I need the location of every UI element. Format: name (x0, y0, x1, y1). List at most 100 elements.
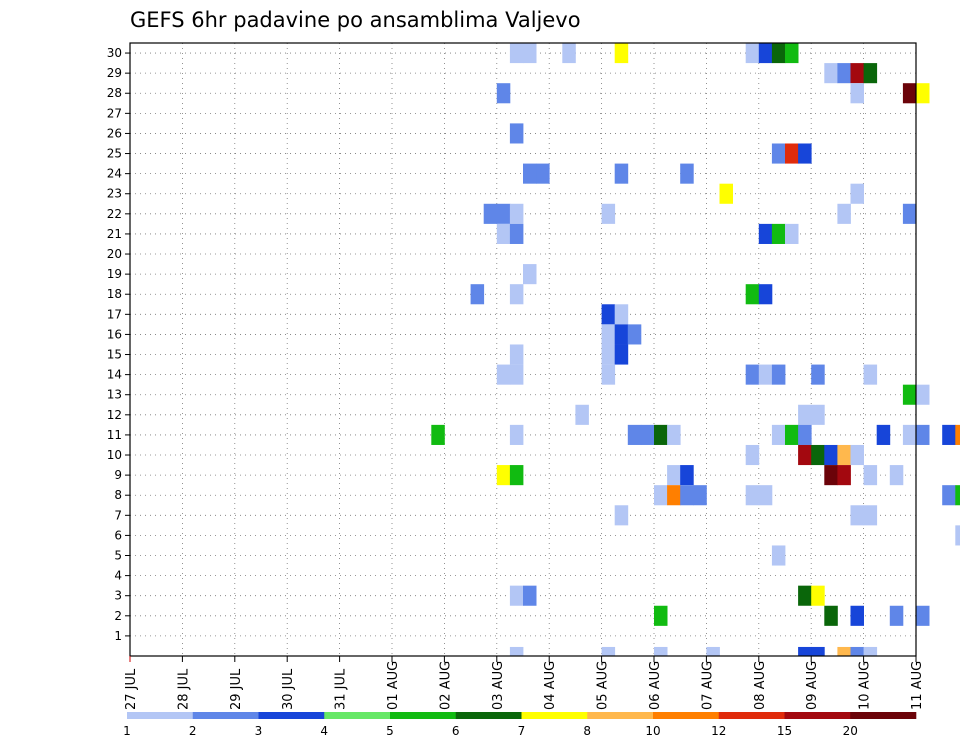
colorbar-swatch (390, 712, 457, 719)
y-tick-label: 30 (107, 46, 122, 60)
y-tick-label: 19 (107, 267, 122, 281)
x-tick-label: 01 AUG (386, 661, 401, 710)
heatmap-cell (614, 163, 629, 184)
heatmap-cell (496, 203, 511, 224)
heatmap-cell (745, 485, 760, 506)
heatmap-cell (667, 465, 681, 486)
heatmap-cell (509, 424, 524, 445)
heatmap-cell (483, 203, 498, 224)
heatmap-cell (850, 63, 864, 84)
y-tick-label: 2 (114, 609, 122, 623)
heatmap-cell (601, 304, 616, 325)
colorbar: 1 2 3 4 5 6 7 8 10 12 15 20 (123, 712, 917, 738)
heatmap-cell (706, 646, 720, 656)
y-tick-label: 6 (114, 528, 122, 542)
plot-frame (129, 42, 917, 657)
heatmap-cell (745, 284, 760, 305)
x-tick-label: 08 AUG (753, 661, 768, 710)
heatmap-cell (758, 364, 773, 385)
y-tick-label: 26 (107, 126, 122, 140)
heatmap-cell (837, 646, 851, 656)
heatmap-cell (614, 43, 629, 64)
heatmap-cell (523, 163, 537, 184)
x-tick-label: 27 JUL (124, 668, 139, 710)
colorbar-label: 6 (452, 724, 460, 738)
colorbar-swatch (850, 712, 917, 719)
heatmap-cell (680, 485, 694, 506)
heatmap-cell (824, 465, 838, 486)
colorbar-label: 7 (518, 724, 526, 738)
heatmap-cell (798, 444, 812, 466)
heatmap-cell (863, 505, 878, 526)
heatmap-cell (496, 83, 511, 104)
heatmap-cell (509, 284, 524, 305)
heatmap-cell (509, 585, 524, 606)
y-tick-label: 21 (107, 227, 122, 241)
heatmap-cell (601, 203, 616, 224)
colorbar-label: 12 (711, 724, 726, 738)
heatmap-cell (496, 465, 511, 486)
heatmap-cell (811, 364, 825, 385)
heatmap-cell (955, 424, 960, 445)
heatmap-cell (798, 424, 812, 445)
heatmap-cell (942, 424, 956, 445)
x-tick-label: 29 JUL (229, 668, 244, 710)
heatmap-cell (955, 525, 960, 546)
y-tick-label: 18 (107, 287, 122, 301)
y-tick-label: 10 (107, 448, 122, 462)
heatmap-cell (509, 223, 524, 244)
heatmap-cell (771, 143, 786, 164)
y-tick-label: 5 (114, 549, 122, 563)
heatmap-cell (771, 364, 786, 385)
heatmap-cell (850, 605, 864, 626)
heatmap-cell (942, 485, 956, 506)
heatmap-cell (509, 364, 524, 385)
y-tick-label: 1 (114, 629, 122, 643)
heatmap-cell (601, 364, 616, 385)
x-axis: 27 JUL 28 JUL 29 JUL 30 JUL 31 JUL 01 AUG 02 A… (124, 656, 925, 710)
heatmap-cell (863, 465, 878, 486)
heatmap-cell (863, 63, 878, 84)
x-tick-label: 04 AUG (543, 661, 558, 710)
heatmap-cell (509, 203, 524, 224)
heatmap-cell (431, 424, 445, 445)
colorbar-swatch (258, 712, 325, 719)
x-tick-label: 31 JUL (334, 668, 349, 710)
heatmap-cell (824, 63, 838, 84)
heatmap-cell (824, 605, 838, 626)
colorbar-swatch (192, 712, 259, 719)
heatmap-cell (640, 424, 655, 445)
y-tick-label: 11 (107, 428, 122, 442)
heatmap-cell (798, 404, 812, 425)
heatmap-cell (902, 424, 917, 445)
colorbar-label: 10 (645, 724, 660, 738)
heatmap-cell (824, 444, 838, 466)
heatmap-cell (654, 646, 668, 656)
heatmap-cell (850, 83, 864, 104)
heatmap-cell (850, 505, 864, 526)
colorbar-swatch (127, 712, 194, 719)
heatmap-cell (771, 223, 786, 244)
colorbar-swatch (324, 712, 391, 719)
heatmap-cell (955, 485, 960, 506)
heatmap-cell (614, 344, 629, 365)
colorbar-label: 1 (123, 724, 131, 738)
y-axis: 1234567891011121314151617181920212223242… (107, 46, 130, 643)
heatmap-cell (798, 143, 812, 164)
colorbar-swatch (653, 712, 720, 719)
colorbar-label: 4 (320, 724, 328, 738)
heatmap-cell (654, 485, 668, 506)
heatmap-cell (745, 43, 760, 64)
heatmap-cell (785, 223, 799, 244)
x-tick-label: 10 AUG (858, 661, 873, 710)
heatmap-cell (811, 404, 825, 425)
x-tick-label: 11 AUG (910, 661, 925, 710)
heatmap-cell (798, 646, 812, 656)
colorbar-label: 15 (777, 724, 792, 738)
colorbar-swatch (455, 712, 522, 719)
y-tick-label: 23 (107, 187, 122, 201)
heatmap-cell (667, 485, 681, 506)
y-tick-label: 27 (107, 106, 122, 120)
heatmap-cell (562, 43, 576, 64)
